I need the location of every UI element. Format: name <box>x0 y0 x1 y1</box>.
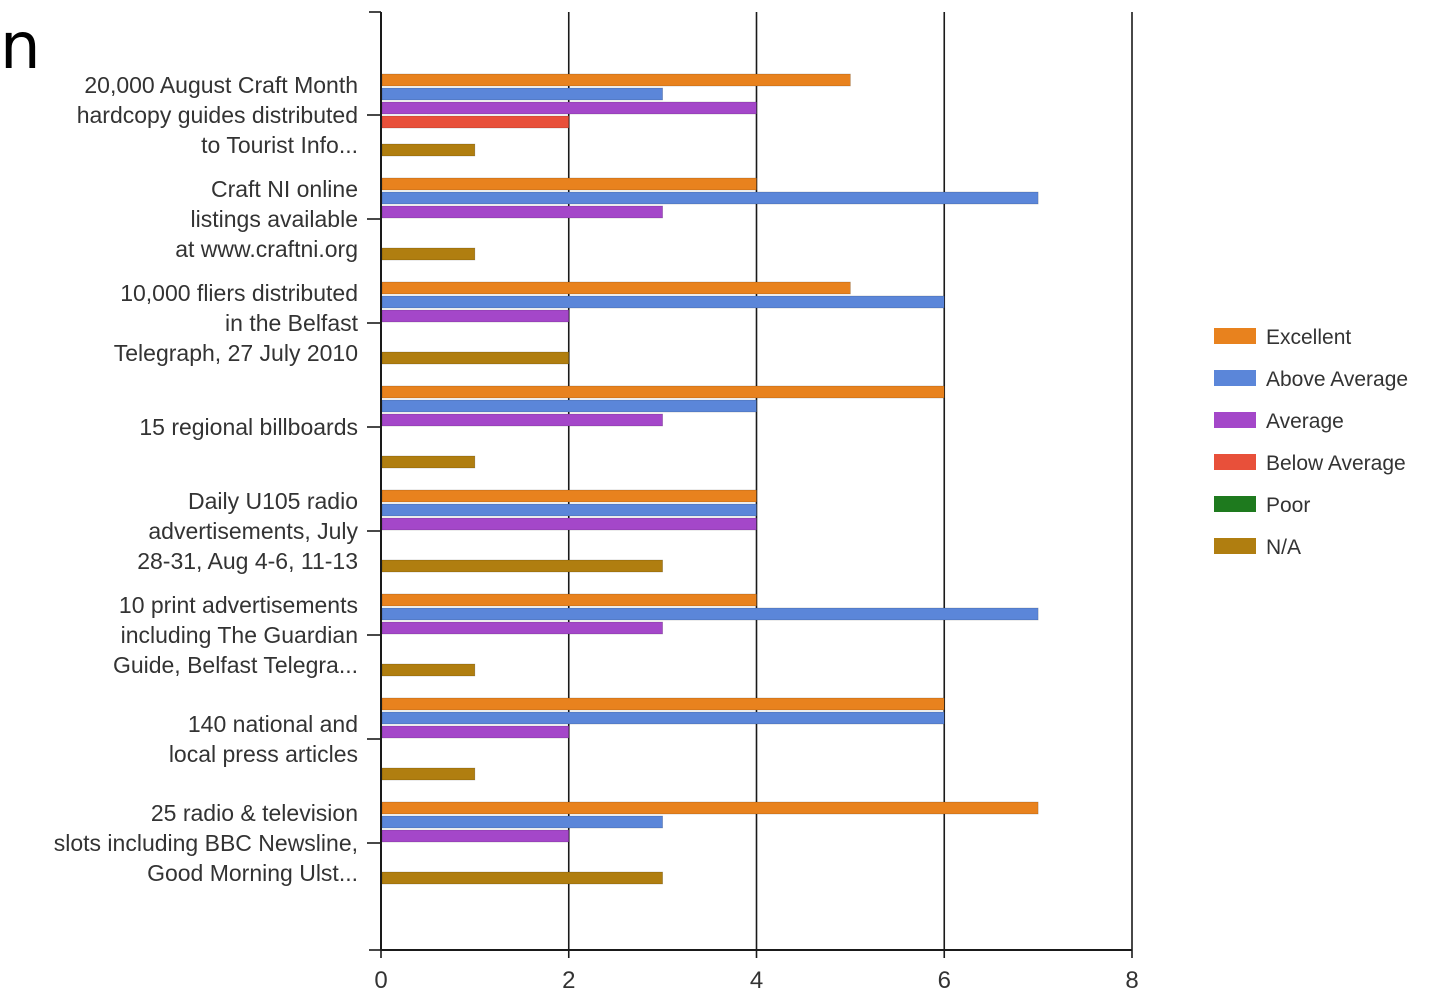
bar-3-above-average <box>381 399 757 413</box>
bar-0-average <box>381 101 757 115</box>
bar-5-above-average <box>381 607 1039 621</box>
x-tick-label-0: 0 <box>374 967 387 990</box>
bar-1-n-a <box>381 247 476 261</box>
bar-4-excellent <box>381 489 757 503</box>
legend-label-average: Average <box>1266 410 1344 433</box>
legend-label-poor: Poor <box>1266 494 1310 517</box>
category-label-4-line-1: advertisements, July <box>148 518 358 544</box>
bar-1-excellent <box>381 177 757 191</box>
bar-0-n-a <box>381 143 476 157</box>
legend-swatch-n-a <box>1214 538 1256 554</box>
legend-label-excellent: Excellent <box>1266 326 1351 349</box>
x-tick-label-4: 4 <box>750 967 763 990</box>
bar-5-excellent <box>381 593 757 607</box>
x-tick-label-2: 2 <box>562 967 575 990</box>
legend: Excellent Above Average Average Below Avera… <box>1214 326 1408 559</box>
x-tick-label-6: 6 <box>938 967 951 990</box>
bar-2-above-average <box>381 295 945 309</box>
category-label-0-line-0: 20,000 August Craft Month <box>84 72 358 98</box>
category-label-4-line-0: Daily U105 radio <box>188 488 358 514</box>
bars <box>381 73 1039 885</box>
category-label-5-line-2: Guide, Belfast Telegra... <box>113 652 358 678</box>
bar-7-n-a <box>381 871 663 885</box>
legend-swatch-poor <box>1214 496 1256 512</box>
bar-0-excellent <box>381 73 851 87</box>
bar-0-below-average <box>381 115 570 129</box>
bar-6-n-a <box>381 767 476 781</box>
cropped-text-fragment: n <box>0 10 41 84</box>
bar-5-average <box>381 621 663 635</box>
category-label-4-line-2: 28-31, Aug 4-6, 11-13 <box>137 548 358 574</box>
bar-4-average <box>381 517 757 531</box>
category-label-6-line-1: local press articles <box>169 741 358 767</box>
category-label-0-line-2: to Tourist Info... <box>201 132 358 158</box>
x-tick-label-8: 8 <box>1125 967 1138 990</box>
category-labels: 20,000 August Craft Month hardcopy guides… <box>54 72 359 886</box>
category-label-7-line-0: 25 radio & television <box>151 800 358 826</box>
category-label-6-line-0: 140 national and <box>188 711 358 737</box>
bar-2-average <box>381 309 570 323</box>
bar-1-average <box>381 205 663 219</box>
category-label-0-line-1: hardcopy guides distributed <box>77 102 358 128</box>
category-label-3-line-0: 15 regional billboards <box>139 414 358 440</box>
bar-3-n-a <box>381 455 476 469</box>
bar-6-above-average <box>381 711 945 725</box>
bar-7-average <box>381 829 570 843</box>
bar-7-excellent <box>381 801 1039 815</box>
legend-swatch-below-average <box>1214 454 1256 470</box>
bar-7-above-average <box>381 815 663 829</box>
legend-label-n-a: N/A <box>1266 536 1301 559</box>
category-label-2-line-1: in the Belfast <box>225 310 359 336</box>
category-label-1-line-0: Craft NI online <box>211 176 358 202</box>
bar-4-n-a <box>381 559 663 573</box>
legend-label-below-average: Below Average <box>1266 452 1406 475</box>
bar-6-average <box>381 725 570 739</box>
category-label-1-line-2: at www.craftni.org <box>175 236 358 262</box>
category-label-7-line-1: slots including BBC Newsline, <box>54 830 358 856</box>
bar-5-n-a <box>381 663 476 677</box>
gridlines <box>567 12 1133 950</box>
legend-label-above-average: Above Average <box>1266 368 1408 391</box>
bar-1-above-average <box>381 191 1039 205</box>
bar-3-average <box>381 413 663 427</box>
axes: 0 2 4 6 8 <box>367 11 1139 990</box>
category-label-7-line-2: Good Morning Ulst... <box>147 860 358 886</box>
bar-4-above-average <box>381 503 757 517</box>
bar-3-excellent <box>381 385 945 399</box>
category-label-1-line-1: listings available <box>191 206 358 232</box>
category-label-2-line-0: 10,000 fliers distributed <box>120 280 358 306</box>
legend-swatch-average <box>1214 412 1256 428</box>
legend-swatch-excellent <box>1214 328 1256 344</box>
bar-0-above-average <box>381 87 663 101</box>
category-label-5-line-1: including The Guardian <box>121 622 358 648</box>
bar-2-n-a <box>381 351 570 365</box>
bar-6-excellent <box>381 697 945 711</box>
bar-2-excellent <box>381 281 851 295</box>
category-label-5-line-0: 10 print advertisements <box>119 592 358 618</box>
category-label-2-line-2: Telegraph, 27 July 2010 <box>114 340 358 366</box>
legend-swatch-above-average <box>1214 370 1256 386</box>
